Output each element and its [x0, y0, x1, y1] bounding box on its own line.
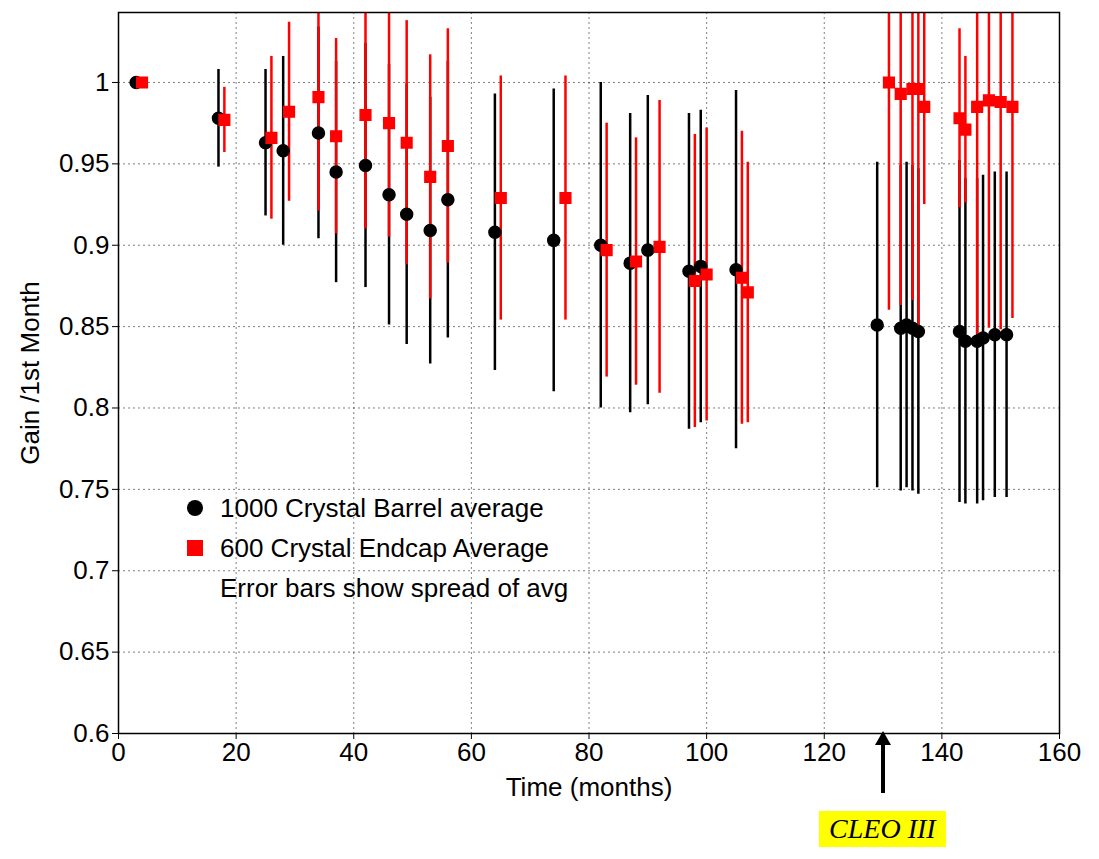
svg-text:0.75: 0.75: [59, 474, 110, 504]
html-text:CLEO III: CLEO III: [829, 813, 936, 844]
svg-text:0: 0: [111, 737, 125, 767]
svg-text:80: 80: [575, 737, 604, 767]
svg-text:0.65: 0.65: [59, 636, 110, 666]
svg-text:20: 20: [222, 737, 251, 767]
svg-text:0.9: 0.9: [73, 230, 109, 260]
html-text:600 Crystal Endcap Average: 600 Crystal Endcap Average: [220, 533, 550, 563]
svg-text:100: 100: [685, 737, 728, 767]
svg-text:60: 60: [457, 737, 486, 767]
svg-text:0.6: 0.6: [73, 718, 109, 748]
svg-text:120: 120: [803, 737, 846, 767]
svg-text:0.85: 0.85: [59, 311, 110, 341]
svg-text:0.8: 0.8: [73, 392, 109, 422]
svg-text:1: 1: [95, 67, 109, 97]
svg-text:0.95: 0.95: [59, 148, 110, 178]
svg-text:Gain /1st Month: Gain /1st Month: [15, 281, 45, 465]
html-text:Error bars show spread of avg: Error bars show spread of avg: [220, 573, 569, 603]
svg-text:Time (months): Time (months): [506, 772, 673, 802]
html-text:1000 Crystal Barrel average: 1000 Crystal Barrel average: [220, 493, 544, 523]
svg-text:140: 140: [920, 737, 963, 767]
svg-text:160: 160: [1038, 737, 1081, 767]
svg-text:0.7: 0.7: [73, 555, 109, 585]
svg-text:40: 40: [339, 737, 368, 767]
